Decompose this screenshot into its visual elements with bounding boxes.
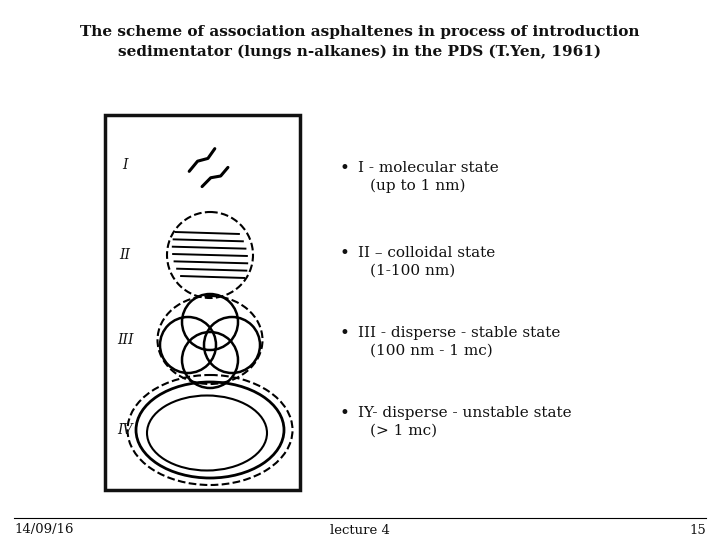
Text: •: • bbox=[340, 160, 350, 177]
Text: II – colloidal state: II – colloidal state bbox=[358, 246, 495, 260]
Text: 14/09/16: 14/09/16 bbox=[14, 523, 73, 537]
Text: sedimentator (lungs n-alkanes) in the PDS (T.Yen, 1961): sedimentator (lungs n-alkanes) in the PD… bbox=[118, 45, 602, 59]
Text: •: • bbox=[340, 405, 350, 422]
Text: •: • bbox=[340, 245, 350, 262]
Text: The scheme of association asphaltenes in process of introduction: The scheme of association asphaltenes in… bbox=[80, 25, 640, 39]
Text: I - molecular state: I - molecular state bbox=[358, 161, 499, 175]
Text: III - disperse - stable state: III - disperse - stable state bbox=[358, 326, 560, 340]
Text: lecture 4: lecture 4 bbox=[330, 523, 390, 537]
Text: (> 1 mc): (> 1 mc) bbox=[370, 424, 437, 438]
Text: •: • bbox=[340, 325, 350, 342]
Bar bbox=[105, 115, 300, 490]
Text: (up to 1 nm): (up to 1 nm) bbox=[370, 179, 466, 193]
Text: (1-100 nm): (1-100 nm) bbox=[370, 264, 455, 278]
Text: III: III bbox=[117, 333, 133, 347]
Text: 15: 15 bbox=[689, 523, 706, 537]
Text: IV: IV bbox=[117, 423, 132, 437]
Text: I: I bbox=[122, 158, 127, 172]
Text: II: II bbox=[120, 248, 130, 262]
Text: (100 nm - 1 mc): (100 nm - 1 mc) bbox=[370, 344, 492, 358]
Text: IY- disperse - unstable state: IY- disperse - unstable state bbox=[358, 406, 572, 420]
